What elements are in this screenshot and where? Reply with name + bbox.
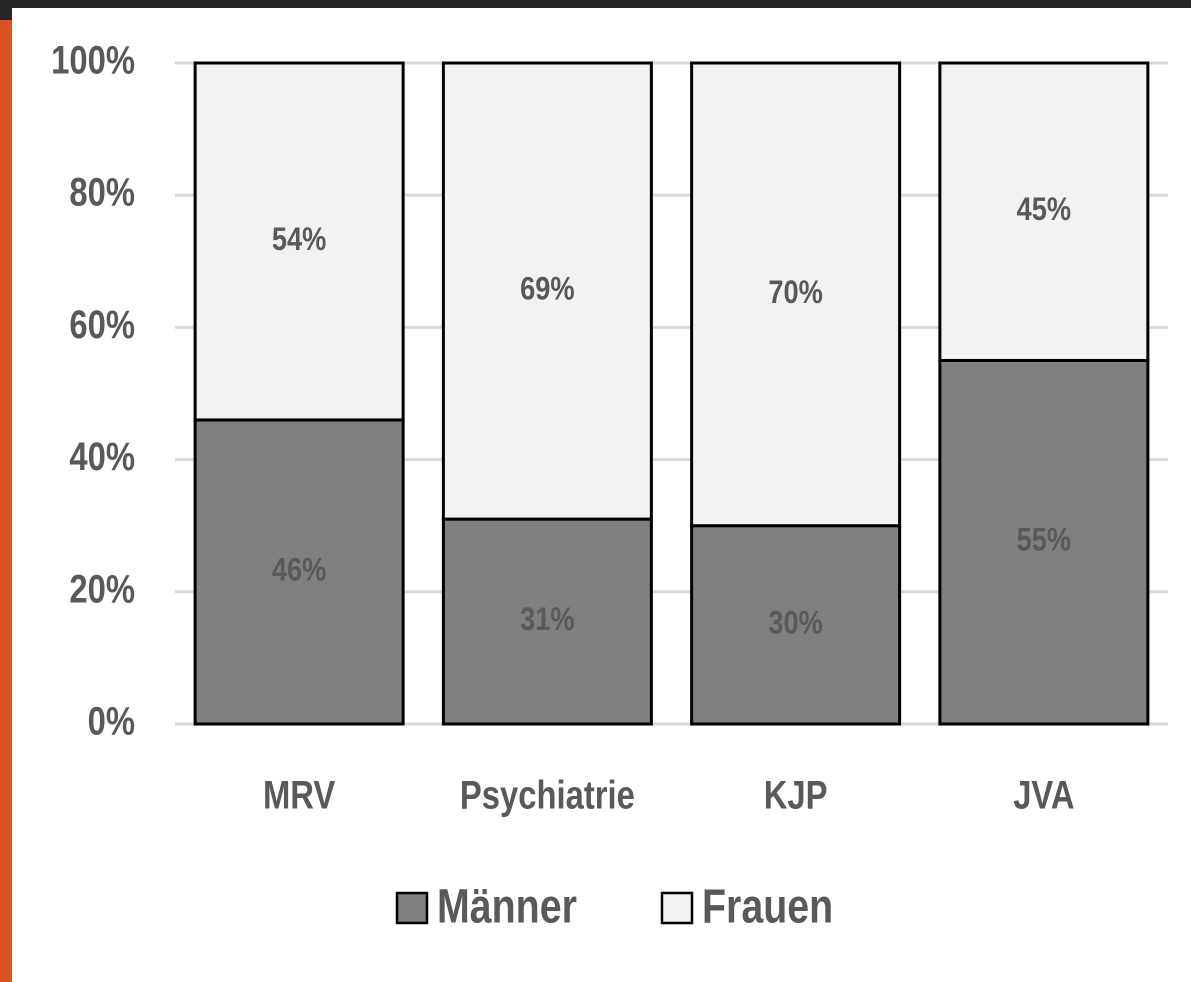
data-label: 69% bbox=[520, 271, 574, 307]
data-label: 45% bbox=[1017, 192, 1071, 228]
y-tick-label: 0% bbox=[88, 698, 135, 743]
legend-swatch bbox=[660, 891, 694, 925]
y-tick-label: 60% bbox=[69, 302, 135, 347]
data-label: 54% bbox=[272, 222, 326, 258]
legend-label: Frauen bbox=[702, 880, 833, 934]
legend-swatch bbox=[395, 891, 429, 925]
bar-segment bbox=[690, 61, 902, 528]
data-label: 46% bbox=[272, 552, 326, 588]
y-tick-label: 80% bbox=[69, 170, 135, 215]
bar-segment bbox=[938, 61, 1150, 362]
accent-strip bbox=[0, 20, 12, 982]
x-tick-label: KJP bbox=[764, 772, 828, 817]
legend-label: Männer bbox=[437, 880, 577, 934]
data-label: 30% bbox=[768, 605, 822, 641]
y-tick-label: 100% bbox=[51, 37, 135, 82]
bar-segment bbox=[441, 61, 653, 521]
data-label: 31% bbox=[520, 602, 574, 638]
x-tick-label: MRV bbox=[263, 772, 336, 817]
data-label: 70% bbox=[768, 275, 822, 311]
bar-segment bbox=[690, 524, 902, 726]
x-tick-label: Psychiatrie bbox=[460, 772, 635, 817]
x-tick-label: JVA bbox=[1013, 772, 1074, 817]
bar-segment bbox=[193, 418, 405, 726]
y-tick-label: 20% bbox=[69, 566, 135, 611]
data-label: 55% bbox=[1017, 523, 1071, 559]
y-tick-label: 40% bbox=[69, 434, 135, 479]
bar-segment bbox=[938, 358, 1150, 726]
bar-segment bbox=[193, 61, 405, 422]
